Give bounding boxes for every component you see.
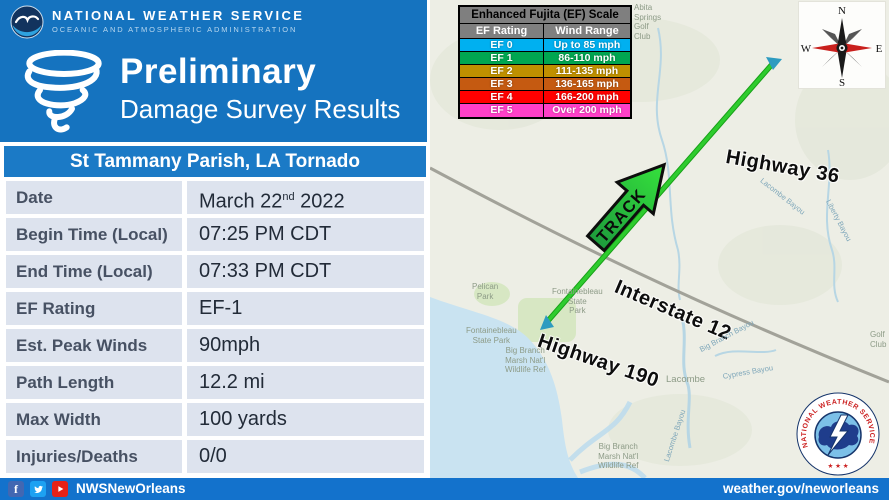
social-icons: f xyxy=(8,481,68,497)
tornado-icon xyxy=(24,50,102,133)
track-start-marker xyxy=(540,315,554,330)
row-label: Date xyxy=(6,181,182,214)
twitter-icon[interactable] xyxy=(30,481,46,497)
compass-n: N xyxy=(838,5,846,17)
compass-e: E xyxy=(876,43,883,55)
track-line xyxy=(545,60,776,324)
date-ordinal: nd xyxy=(282,191,295,203)
table-row-injuries: Injuries/Deaths 0/0 xyxy=(6,440,424,473)
wind-range-cell: 86-110 mph xyxy=(544,52,630,65)
survey-table: Date March 22nd 2022 Begin Time (Local) … xyxy=(6,181,424,477)
row-value: 07:33 PM CDT xyxy=(187,255,424,288)
label-big-branch-1: Big Branch Marsh Nat'l Wildlife Ref xyxy=(505,346,546,375)
compass-s: S xyxy=(839,77,845,88)
table-row-begin-time: Begin Time (Local) 07:25 PM CDT xyxy=(6,218,424,251)
row-value: 07:25 PM CDT xyxy=(187,218,424,251)
agency-line1: NATIONAL WEATHER SERVICE xyxy=(52,8,305,23)
table-row-max-width: Max Width 100 yards xyxy=(6,403,424,436)
wind-range-cell: Over 200 mph xyxy=(544,104,630,117)
table-row-peak-winds: Est. Peak Winds 90mph xyxy=(6,329,424,362)
page-title: Preliminary Damage Survey Results xyxy=(120,52,400,125)
wind-range-cell: 111-135 mph xyxy=(544,65,630,78)
footer-url[interactable]: weather.gov/neworleans xyxy=(722,481,879,496)
legend-col2-header: Wind Range xyxy=(544,24,630,39)
label-abita-springs: Abita Springs Golf Club xyxy=(634,3,662,41)
legend-row-ef3: EF 3 136-165 mph xyxy=(460,78,630,91)
date-main: March 22 xyxy=(199,190,283,213)
table-row-end-time: End Time (Local) 07:33 PM CDT xyxy=(6,255,424,288)
track-end-marker xyxy=(766,57,782,70)
event-title-bar: St Tammany Parish, LA Tornado xyxy=(4,146,426,177)
legend-row-ef4: EF 4 166-200 mph xyxy=(460,91,630,104)
row-label: Path Length xyxy=(6,366,182,399)
label-pelican-park: Pelican Park xyxy=(472,282,499,301)
youtube-icon[interactable] xyxy=(52,481,68,497)
date-year: 2022 xyxy=(294,190,345,213)
ef-scale-legend: Enhanced Fujita (EF) Scale EF Rating Win… xyxy=(458,5,632,119)
wind-range-cell: 136-165 mph xyxy=(544,78,630,91)
ef-rating-cell: EF 5 xyxy=(460,104,544,117)
ef-rating-cell: EF 4 xyxy=(460,91,544,104)
ef-rating-cell: EF 1 xyxy=(460,52,544,65)
ef-rating-cell: EF 2 xyxy=(460,65,544,78)
label-fontainebleau-2: Fontainebleau State Park xyxy=(466,326,517,345)
row-label: Max Width xyxy=(6,403,182,436)
legend-row-ef2: EF 2 111-135 mph xyxy=(460,65,630,78)
table-row-ef-rating: EF Rating EF-1 xyxy=(6,292,424,325)
social-handle: NWSNewOrleans xyxy=(76,481,186,496)
legend-header-row: EF Rating Wind Range xyxy=(460,24,630,39)
nws-logo-stars: ★ ★ ★ xyxy=(827,462,848,470)
nws-logo-icon: NATIONAL WEATHER SERVICE ★ ★ ★ xyxy=(796,392,880,476)
compass-w: W xyxy=(801,43,812,55)
table-row-path-length: Path Length 12.2 mi xyxy=(6,366,424,399)
title-line1: Preliminary xyxy=(120,52,317,91)
facebook-icon[interactable]: f xyxy=(8,481,24,497)
header: NATIONAL WEATHER SERVICE OCEANIC AND ATM… xyxy=(0,0,427,142)
table-row-date: Date March 22nd 2022 xyxy=(6,181,424,214)
info-panel: NATIONAL WEATHER SERVICE OCEANIC AND ATM… xyxy=(0,0,430,478)
legend-row-ef5: EF 5 Over 200 mph xyxy=(460,104,630,117)
row-value: EF-1 xyxy=(187,292,424,325)
lake-pontchartrain xyxy=(430,297,578,478)
label-big-branch-2: Big Branch Marsh Nat'l Wildlife Ref xyxy=(598,442,639,471)
footer-bar: f NWSNewOrleans weather.gov/neworleans xyxy=(0,478,889,500)
title-line2: Damage Survey Results xyxy=(120,94,401,124)
bayou-streams xyxy=(655,27,839,449)
row-value: 0/0 xyxy=(187,440,424,473)
ef-rating-cell: EF 3 xyxy=(460,78,544,91)
row-label: Begin Time (Local) xyxy=(6,218,182,251)
track-map: TRACK Highway 36 Interstate 12 Highway 1… xyxy=(430,0,889,478)
label-lacombe: Lacombe xyxy=(666,374,706,385)
ef-rating-cell: EF 0 xyxy=(460,39,544,52)
wind-range-cell: 166-200 mph xyxy=(544,91,630,104)
row-value: 90mph xyxy=(187,329,424,362)
agency-line2: OCEANIC AND ATMOSPHERIC ADMINISTRATION xyxy=(52,25,298,34)
legend-row-ef1: EF 1 86-110 mph xyxy=(460,52,630,65)
row-value: March 22nd 2022 xyxy=(187,181,424,214)
row-label: End Time (Local) xyxy=(6,255,182,288)
row-label: Injuries/Deaths xyxy=(6,440,182,473)
legend-title: Enhanced Fujita (EF) Scale xyxy=(460,7,630,24)
wind-range-cell: Up to 85 mph xyxy=(544,39,630,52)
compass-rose-icon: N E S W xyxy=(799,2,885,88)
label-golf-club-right: Golf Club xyxy=(870,330,887,349)
marsh-channels xyxy=(568,400,647,478)
label-fontainebleau-1: Fontainebleau State Park xyxy=(552,287,603,316)
interstate-12-road xyxy=(430,166,889,384)
row-label: EF Rating xyxy=(6,292,182,325)
legend-col1-header: EF Rating xyxy=(460,24,544,39)
legend-row-ef0: EF 0 Up to 85 mph xyxy=(460,39,630,52)
row-value: 100 yards xyxy=(187,403,424,436)
noaa-logo-icon xyxy=(10,5,44,39)
row-value: 12.2 mi xyxy=(187,366,424,399)
agency-name: NATIONAL WEATHER SERVICE OCEANIC AND ATM… xyxy=(52,8,304,34)
row-label: Est. Peak Winds xyxy=(6,329,182,362)
track-arrow: TRACK xyxy=(585,162,667,253)
